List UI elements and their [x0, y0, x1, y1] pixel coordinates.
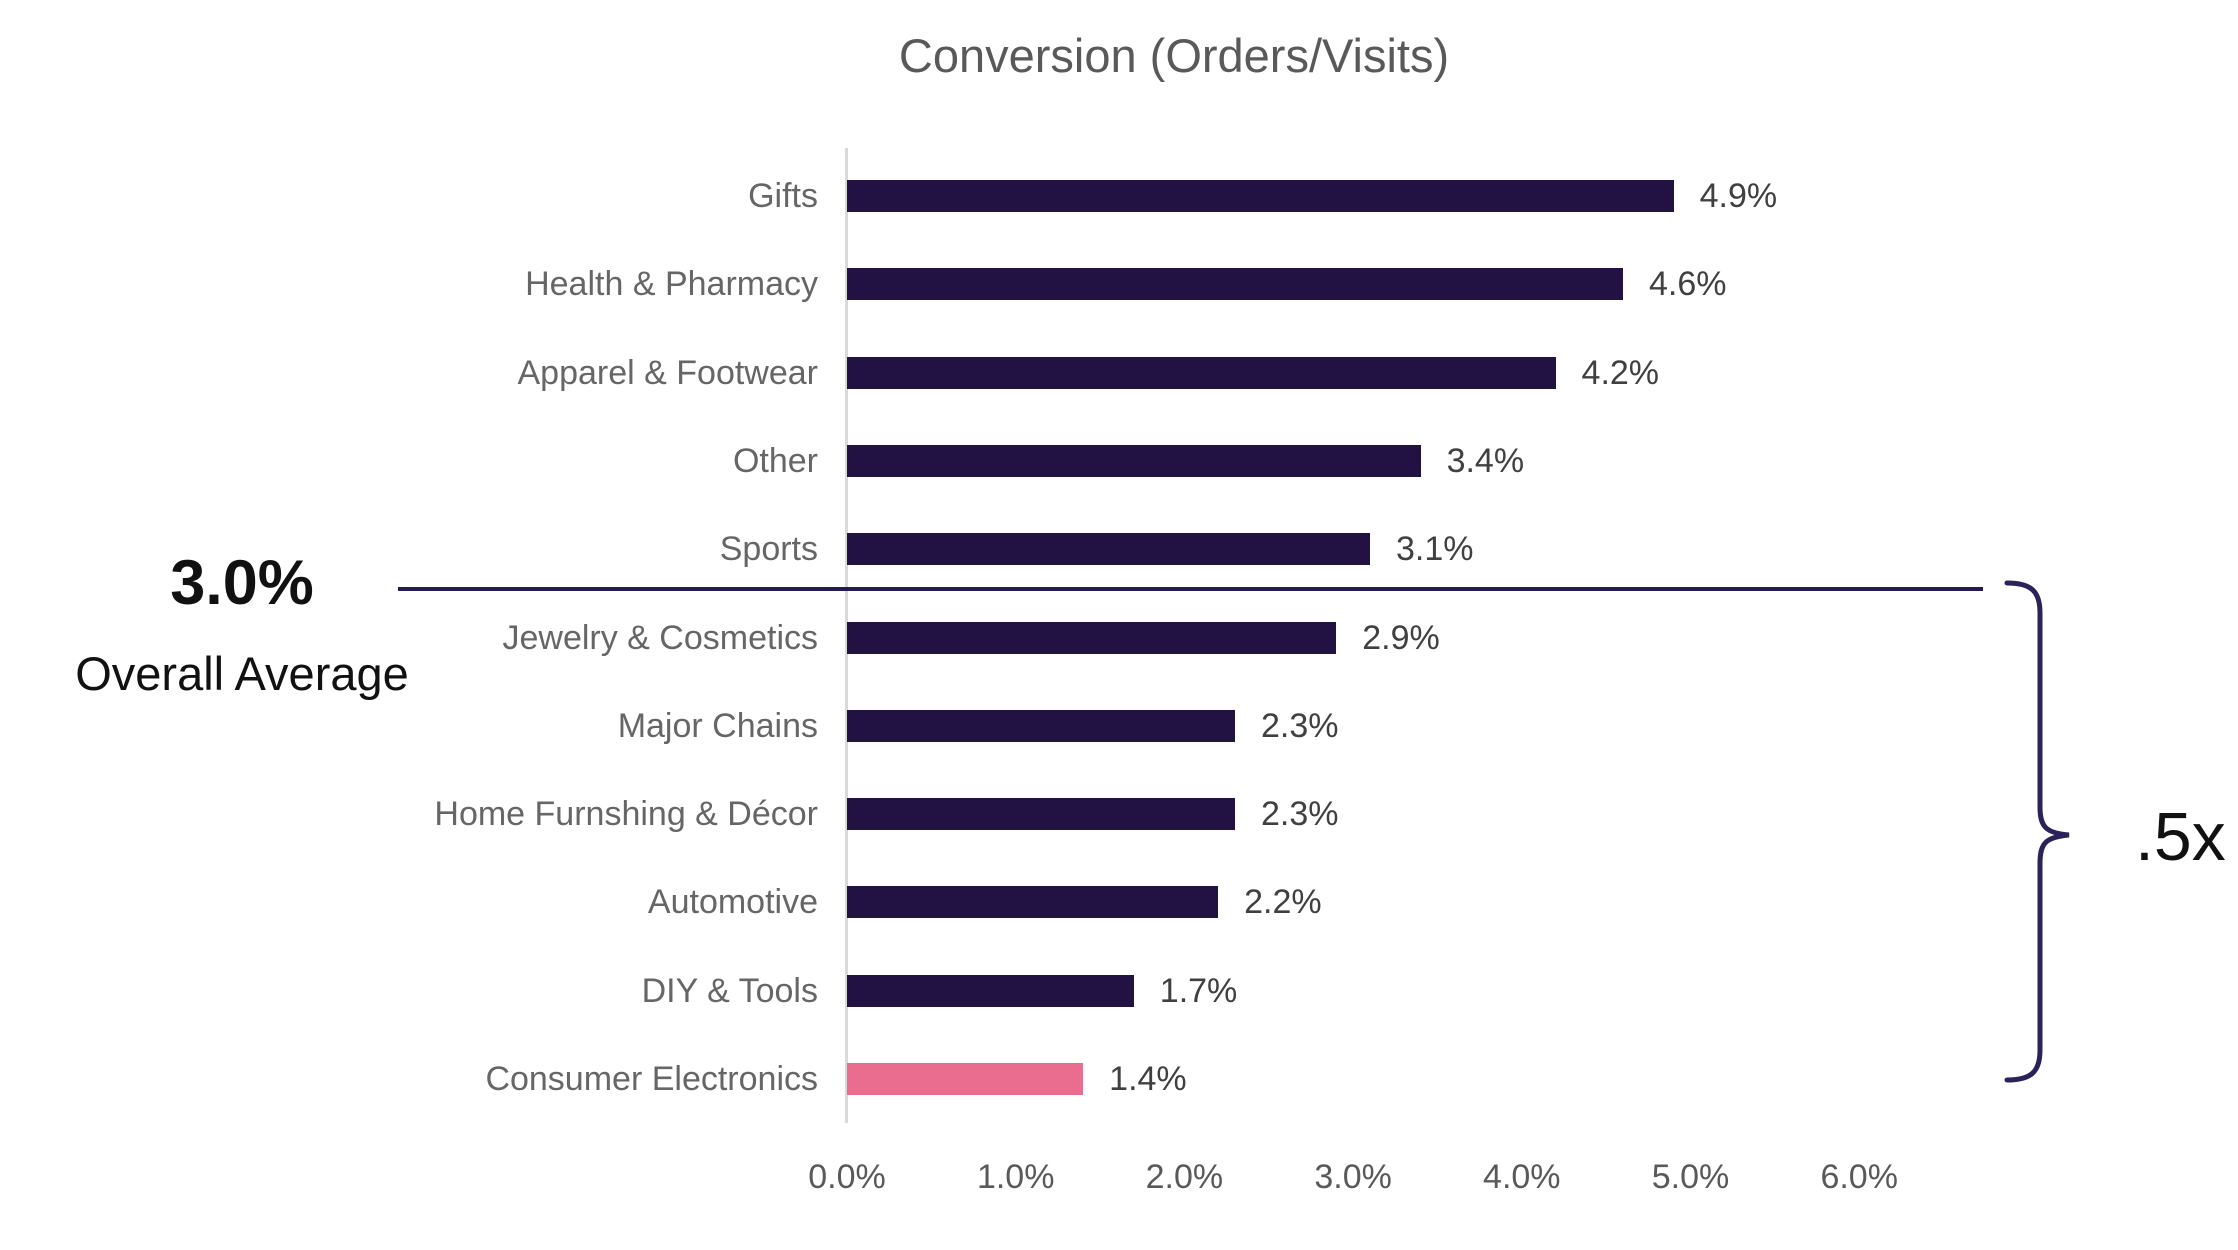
category-label: DIY & Tools [641, 971, 818, 1010]
category-label: Gifts [748, 177, 818, 215]
bar-highlight [847, 1063, 1084, 1095]
bar [847, 180, 1674, 212]
average-caption: Overall Average [75, 647, 409, 700]
value-label: 1.4% [1109, 1060, 1187, 1098]
bar [847, 356, 1556, 389]
bar [847, 974, 1134, 1007]
value-label: 4.2% [1581, 353, 1660, 392]
category-label: Other [732, 441, 818, 480]
category-label: Major Chains [617, 706, 818, 745]
average-annotation: 3.0% Overall Average [22, 548, 462, 701]
category-label: Sports [719, 530, 818, 569]
brace-icon [2004, 580, 2070, 1083]
average-line [398, 587, 1983, 591]
value-label: 4.6% [1649, 265, 1727, 304]
x-tick-label: 0.0% [808, 1158, 886, 1196]
x-tick-label: 6.0% [1820, 1158, 1898, 1196]
value-label: 2.3% [1261, 706, 1339, 745]
bar [847, 533, 1370, 566]
category-label: Jewelry & Cosmetics [502, 618, 818, 657]
category-label: Apparel & Footwear [517, 353, 819, 392]
category-label: Home Furnshing & Décor [434, 795, 818, 834]
category-label: Health & Pharmacy [525, 265, 818, 304]
value-label: 3.4% [1446, 441, 1525, 480]
average-value: 3.0% [170, 548, 314, 618]
value-label: 3.1% [1395, 530, 1474, 569]
y-axis-line [845, 148, 848, 1123]
bar [847, 709, 1235, 742]
value-label: 2.2% [1244, 883, 1322, 922]
x-tick-label: 5.0% [1651, 1158, 1730, 1196]
bar [847, 798, 1235, 831]
value-label: 1.7% [1159, 971, 1238, 1010]
x-tick-label: 1.0% [976, 1158, 1055, 1196]
value-label: 4.9% [1699, 177, 1778, 215]
value-label: 2.9% [1362, 618, 1440, 657]
x-tick-label: 2.0% [1145, 1158, 1224, 1196]
bar [847, 268, 1624, 301]
value-label: 2.3% [1261, 795, 1339, 834]
x-tick-label: 3.0% [1314, 1158, 1392, 1196]
category-label: Automotive [647, 883, 818, 922]
x-tick-label: 4.0% [1483, 1158, 1561, 1196]
chart-title: Conversion (Orders/Visits) [898, 29, 1450, 82]
bar [847, 886, 1219, 919]
bar [847, 621, 1337, 654]
brace-label: .5x [2135, 799, 2226, 875]
bar [847, 444, 1421, 477]
category-label: Consumer Electronics [485, 1060, 818, 1098]
